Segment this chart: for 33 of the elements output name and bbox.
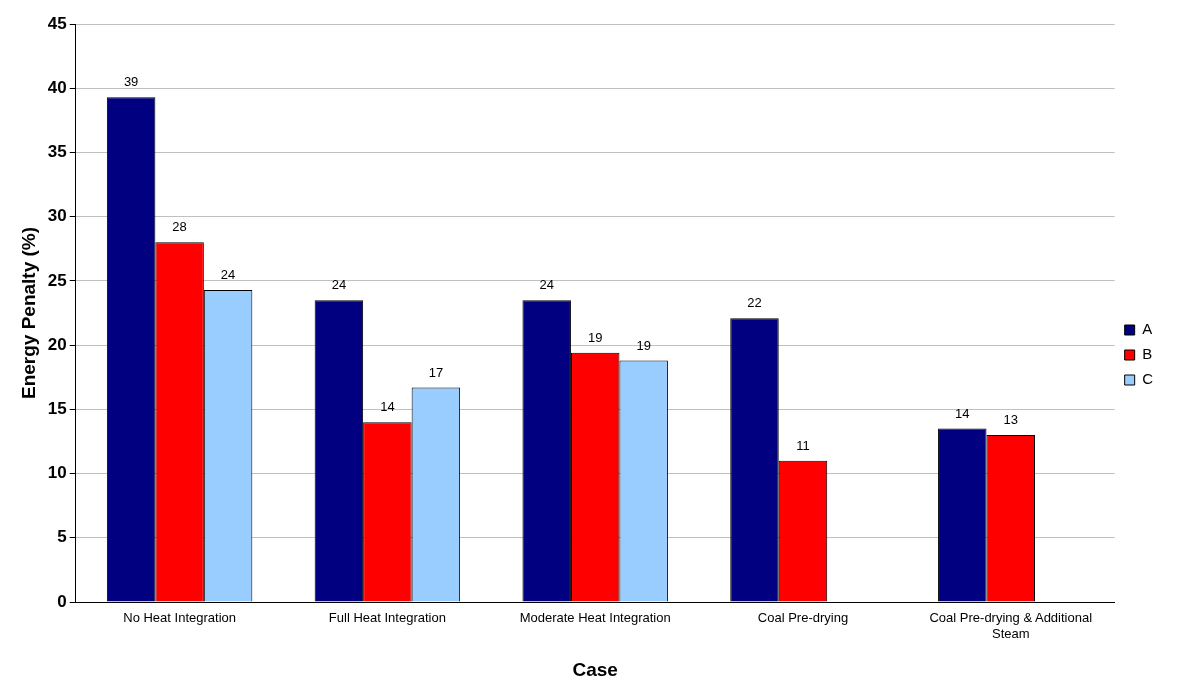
data-label: 14	[955, 405, 970, 421]
data-label: 22	[747, 295, 762, 311]
y-tick-label: 0	[57, 591, 67, 611]
x-tick-label: Full Heat Integration	[328, 610, 446, 626]
data-label: 14	[380, 399, 395, 415]
data-label: 19	[587, 329, 603, 345]
legend-label: B	[1142, 345, 1153, 363]
y-tick-label: 10	[47, 463, 67, 483]
legend-label: C	[1142, 370, 1154, 388]
x-tick-label: Moderate Heat Integration	[519, 610, 671, 626]
data-label: 11	[796, 437, 810, 453]
data-label: 24	[539, 277, 554, 293]
y-tick-label: 5	[57, 527, 67, 547]
data-label: 19	[636, 337, 651, 353]
x-tick-label: Coal Pre-drying	[757, 610, 849, 626]
data-label: 13	[1003, 412, 1019, 428]
y-tick-label: 45	[47, 13, 67, 33]
data-label: 24	[331, 277, 347, 293]
data-label: 24	[220, 266, 236, 282]
y-axis-title: Energy Penalty (%)	[17, 226, 39, 400]
y-tick-label: 15	[47, 399, 67, 419]
x-tick-label: Coal Pre-drying & Additional Steam	[929, 610, 1093, 641]
data-label: 17	[428, 364, 444, 380]
y-tick-label: 35	[47, 142, 67, 162]
x-axis-title: Case	[572, 658, 618, 680]
data-label: 28	[172, 219, 187, 235]
y-tick-label: 30	[47, 206, 67, 226]
y-tick-label: 40	[47, 77, 67, 97]
data-label: 39	[123, 74, 139, 90]
legend-label: A	[1142, 320, 1153, 338]
x-tick-label: No Heat Integration	[123, 610, 236, 626]
y-tick-label: 20	[47, 334, 67, 354]
y-tick-label: 25	[47, 270, 67, 290]
